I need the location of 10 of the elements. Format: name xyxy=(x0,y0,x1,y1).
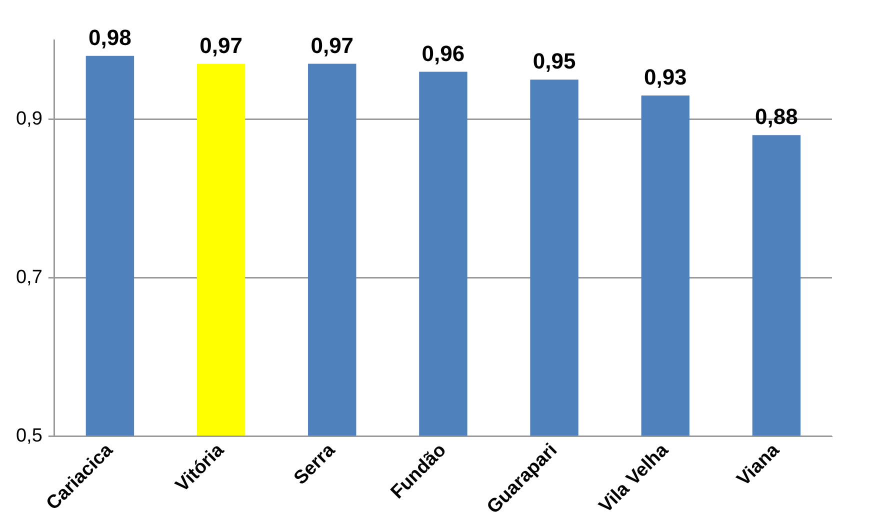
data-label: 0,97 xyxy=(310,32,354,58)
data-label: 0,97 xyxy=(200,32,242,58)
data-label: 0,88 xyxy=(755,104,798,130)
y-tick-label: 0,7 xyxy=(16,267,42,288)
data-label: 0,98 xyxy=(88,24,132,50)
y-tick-label: 0,5 xyxy=(16,426,42,447)
y-tick-label: 0,9 xyxy=(16,108,42,130)
data-label: 0,95 xyxy=(532,48,576,74)
data-label: 0,93 xyxy=(644,64,687,90)
data-label: 0,96 xyxy=(422,40,465,66)
